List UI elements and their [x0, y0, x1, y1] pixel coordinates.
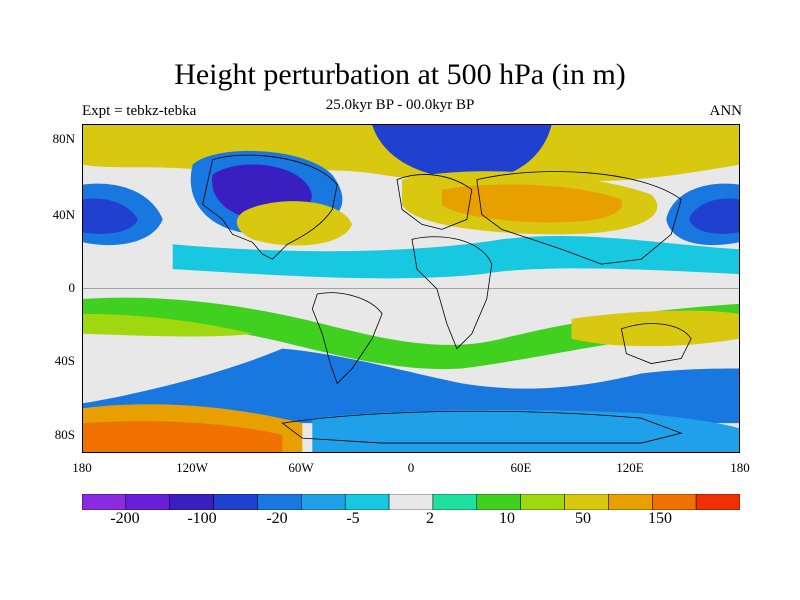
antarctica-outline [281, 410, 683, 444]
colorbar-label: 10 [499, 510, 515, 527]
antarctic-high-west-core [83, 421, 283, 452]
lat-tick: 80S [54, 427, 75, 442]
lon-tick: 180 [730, 460, 750, 475]
height-perturbation-map [82, 124, 740, 453]
lon-tick: 180 [72, 460, 92, 475]
africa-outline [411, 236, 493, 350]
colorbar-label: 50 [575, 510, 591, 527]
colorbar-swatch [213, 494, 258, 510]
colorbar-label: -200 [110, 510, 140, 527]
colorbar-swatch [476, 494, 521, 510]
colorbar-swatch [695, 494, 740, 510]
north-america-outline [202, 154, 338, 260]
colorbar-swatch [432, 494, 478, 510]
colorbar-swatch [82, 494, 127, 510]
lat-tick: 80N [52, 131, 75, 146]
europe-outline [396, 174, 473, 230]
colorbar-label: 150 [648, 510, 672, 527]
colorbar-label: 2 [426, 510, 434, 527]
colorbar-swatch [520, 494, 565, 510]
eurasian-ridge-core [441, 184, 622, 223]
colorbar-swatch [388, 494, 434, 510]
east-pacific-low-core [689, 198, 739, 234]
southern-ocean-low [83, 348, 739, 424]
south-america-outline [311, 292, 383, 385]
colorbar-swatch [257, 494, 302, 510]
asia-outline [476, 171, 682, 265]
season-label: ANN [709, 103, 743, 119]
colorbar-swatch [564, 494, 609, 510]
west-pacific-low-core [83, 198, 138, 234]
lon-tick: 120E [616, 460, 644, 475]
colorbar-swatch [344, 494, 390, 510]
southern-positive-band [83, 297, 739, 370]
lat-tick: 40N [52, 207, 75, 222]
colorbar-label: -5 [346, 510, 360, 527]
antarctic-low [312, 409, 739, 452]
lat-tick: 0 [68, 280, 76, 295]
colorbar [82, 494, 740, 510]
colorbar-label: -20 [266, 510, 288, 527]
colorbar-swatch [301, 494, 346, 510]
subtropical-north-band [172, 235, 739, 279]
australia-outline [620, 323, 692, 364]
lon-tick: 60E [510, 460, 532, 475]
plot-title: Height perturbation at 500 hPa (in m) [174, 58, 626, 91]
colorbar-swatch [652, 494, 697, 510]
south-pacific-ridge [83, 313, 253, 337]
atlantic-ridge [236, 201, 353, 246]
colorbar-swatch [608, 494, 653, 510]
lat-tick: 40S [54, 353, 75, 368]
experiment-label: Expt = tebkz-tebka [82, 103, 197, 119]
plot-subtitle: 25.0kyr BP - 00.0kyr BP [325, 97, 475, 113]
lon-tick: 120W [176, 460, 208, 475]
colorbar-swatch [125, 494, 170, 510]
lon-tick: 60W [288, 460, 314, 475]
north-atlantic-low [372, 125, 552, 181]
colorbar-label: -100 [187, 510, 217, 527]
colorbar-swatch [169, 494, 214, 510]
lon-tick: 0 [407, 460, 415, 475]
south-indian-ridge [571, 310, 739, 347]
